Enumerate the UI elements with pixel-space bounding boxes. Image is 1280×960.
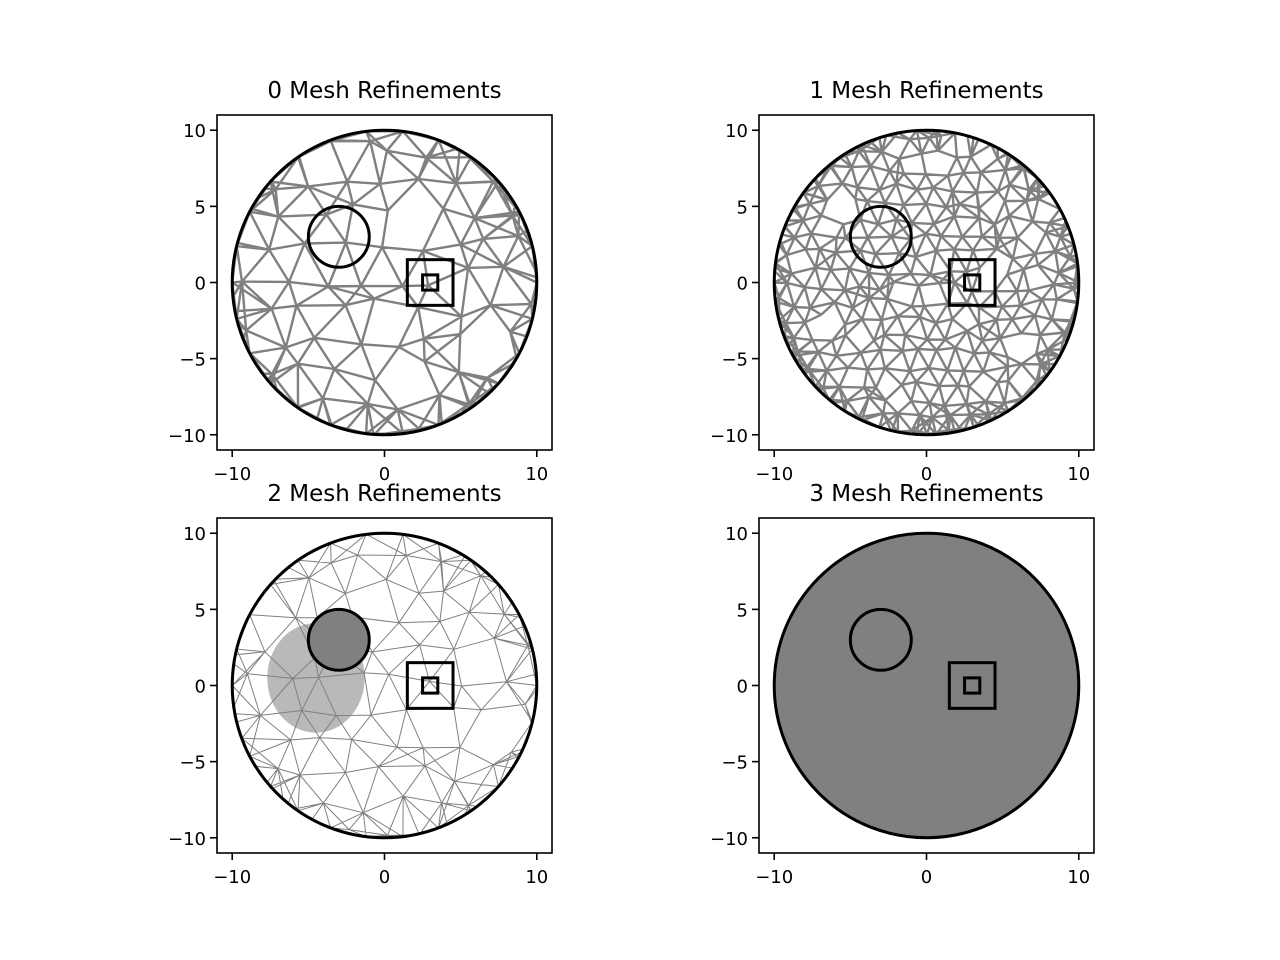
y-tick-label: 10 — [725, 524, 748, 545]
subplot-2: −10 0 10 −10 −5 0 5 10 2 Mesh Refinements — [168, 481, 553, 888]
circle-hole-outline — [848, 204, 913, 269]
x-tick-label: 10 — [1067, 867, 1090, 888]
subplot-title: 2 Mesh Refinements — [267, 481, 501, 507]
x-tick-label: −10 — [213, 464, 251, 485]
mesh-region — [774, 533, 1079, 838]
y-tick-label: −10 — [168, 829, 206, 850]
y-tick-label: 5 — [737, 197, 748, 218]
y-tick-label: 0 — [737, 677, 748, 698]
x-tick-label: 10 — [525, 867, 548, 888]
y-tick-label: −5 — [721, 350, 748, 371]
y-tick-label: 5 — [195, 600, 206, 621]
y-tick-label: −5 — [179, 753, 206, 774]
y-tick-label: 10 — [183, 121, 206, 142]
x-tick-label: 10 — [1067, 464, 1090, 485]
domain-boundary — [230, 531, 539, 840]
square-hole-outline — [963, 273, 982, 292]
domain-boundary — [772, 128, 1081, 437]
y-tick-label: −10 — [710, 829, 748, 850]
square-hole-outline — [405, 661, 455, 710]
square-hole-outline — [947, 258, 997, 307]
circle-hole-outline — [306, 607, 371, 672]
y-tick-label: 5 — [195, 197, 206, 218]
y-tick-label: −10 — [710, 426, 748, 447]
circle-hole-outline — [848, 607, 913, 672]
square-hole-outline — [947, 661, 997, 710]
y-tick-label: 10 — [183, 524, 206, 545]
y-tick-label: −5 — [721, 753, 748, 774]
square-hole-outline — [963, 676, 982, 695]
y-tick-label: 10 — [725, 121, 748, 142]
subplot-title: 0 Mesh Refinements — [267, 78, 501, 104]
y-tick-label: 0 — [195, 274, 206, 295]
mesh-region — [232, 533, 537, 838]
x-tick-label: −10 — [213, 867, 251, 888]
mesh-base — [232, 533, 537, 838]
x-tick-label: 0 — [921, 867, 932, 888]
circle-hole-outline — [306, 204, 371, 269]
subplot-3: −10 0 10 −10 −5 0 5 10 3 Mesh Refinements — [710, 481, 1095, 888]
y-tick-label: −10 — [168, 426, 206, 447]
x-tick-label: 0 — [379, 464, 390, 485]
x-tick-label: 10 — [525, 464, 548, 485]
x-tick-label: −10 — [755, 464, 793, 485]
subplot-title: 1 Mesh Refinements — [809, 78, 1043, 104]
domain-boundary — [772, 531, 1081, 840]
x-tick-label: −10 — [755, 867, 793, 888]
mesh-dense-zone — [267, 623, 365, 733]
y-tick-label: −5 — [179, 350, 206, 371]
y-tick-label: 5 — [737, 600, 748, 621]
square-hole-outline — [405, 258, 455, 307]
subplot-1: −10 0 10 −10 −5 0 5 10 1 Mesh Refinements — [710, 78, 1095, 485]
mesh-fill — [774, 533, 1079, 838]
subplot-title: 3 Mesh Refinements — [809, 481, 1043, 507]
domain-boundary — [230, 128, 539, 437]
y-tick-label: 0 — [737, 274, 748, 295]
square-hole-outline — [421, 273, 440, 292]
square-hole-outline — [421, 676, 440, 695]
y-tick-label: 0 — [195, 677, 206, 698]
x-tick-label: 0 — [921, 464, 932, 485]
x-tick-label: 0 — [379, 867, 390, 888]
subplot-0: −10 0 10 −10 −5 0 5 10 0 Mesh Refinements — [168, 78, 553, 485]
